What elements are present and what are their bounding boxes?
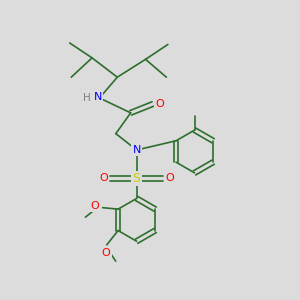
Text: N: N: [94, 92, 102, 101]
Text: N: N: [132, 145, 141, 155]
Text: O: O: [90, 201, 99, 211]
Text: H: H: [83, 93, 91, 103]
Text: O: O: [155, 99, 164, 109]
Text: O: O: [166, 173, 174, 183]
Text: S: S: [133, 172, 141, 185]
Text: O: O: [99, 173, 108, 183]
Text: O: O: [102, 248, 111, 258]
